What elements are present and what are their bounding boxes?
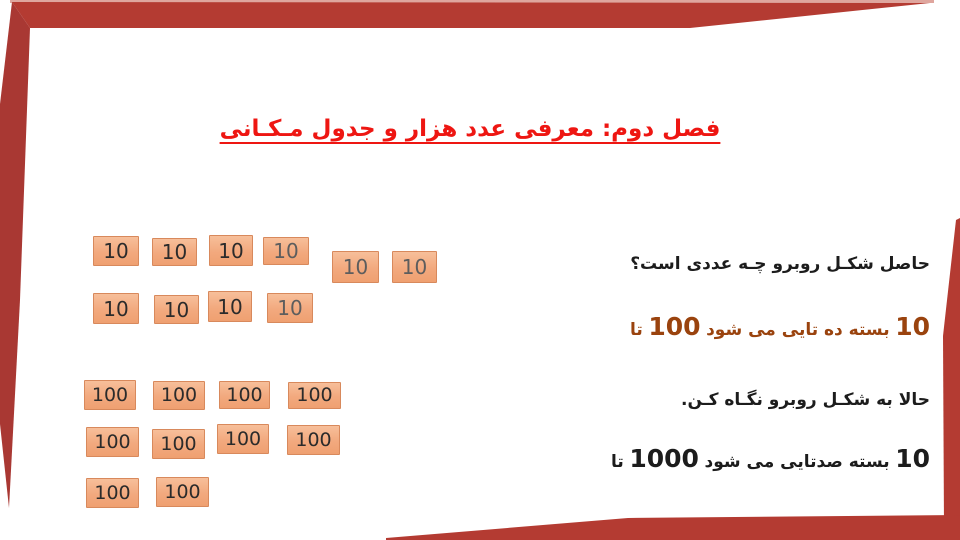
ten-block: 10 — [208, 291, 252, 322]
frame-right-wedge — [943, 218, 960, 528]
hundred-block: 100 — [288, 382, 341, 409]
answer-2-number-1: 10 — [895, 444, 930, 473]
ten-block: 10 — [154, 295, 199, 324]
answer-1-number-2: 100 — [648, 312, 701, 341]
slide-title: فصل دوم: معرفی عدد هزار و جدول مـکـانی — [219, 116, 721, 142]
answer-1-text: بسته ده تایی می شود — [706, 320, 890, 340]
hundred-block: 100 — [84, 380, 136, 410]
hundred-block: 100 — [219, 381, 270, 409]
answer-1: 10 بسته ده تایی می شود 100 تا — [630, 314, 930, 340]
answer-2: 10 بسته صدتایی می شود 1000 تا — [611, 446, 930, 472]
ten-block: 10 — [332, 251, 379, 283]
answer-2-text: بسته صدتایی می شود — [704, 452, 890, 472]
ten-block: 10 — [93, 236, 139, 266]
frame-top-bar — [12, 2, 930, 28]
hundred-block: 100 — [86, 478, 139, 508]
frame-left-wedge — [0, 2, 30, 508]
answer-2-suffix: تا — [610, 452, 624, 472]
hundred-block: 100 — [287, 425, 340, 455]
question-2: حالا به شکـل روبرو نگـاه کـن. — [681, 390, 930, 410]
hundred-block: 100 — [156, 477, 209, 507]
hundred-block: 100 — [152, 429, 205, 459]
answer-1-number-1: 10 — [895, 312, 930, 341]
ten-block: 10 — [267, 293, 313, 323]
ten-block: 10 — [152, 238, 197, 266]
hundred-block: 100 — [153, 381, 205, 410]
hundred-block: 100 — [86, 427, 139, 457]
frame-bottom-wedge — [386, 515, 960, 540]
frame-top-pink-edge — [10, 0, 934, 3]
ten-block: 10 — [392, 251, 437, 283]
ten-block: 10 — [93, 293, 139, 324]
hundred-block: 100 — [217, 424, 269, 454]
answer-2-number-2: 1000 — [629, 444, 699, 473]
ten-block: 10 — [209, 235, 253, 266]
ten-block: 10 — [263, 237, 309, 265]
answer-1-suffix: تا — [629, 320, 643, 340]
question-1: حاصل شکـل روبرو چـه عددی است؟ — [630, 254, 930, 274]
